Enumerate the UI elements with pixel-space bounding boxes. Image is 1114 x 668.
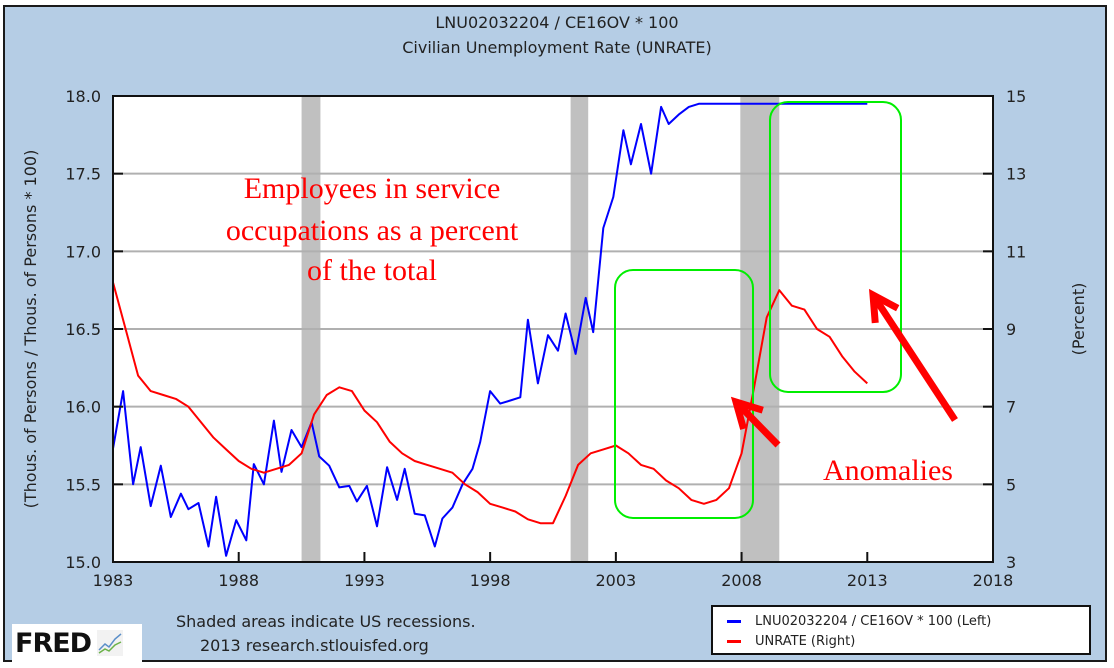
fred-logo-text: FRED — [15, 627, 92, 659]
x-tick-label: 2013 — [847, 571, 888, 590]
legend-item-right-series: UNRATE (Right) — [727, 634, 855, 649]
y-axis-label-left: (Thous. of Persons / Thous. of Persons *… — [21, 150, 40, 509]
x-tick-label: 2008 — [721, 571, 762, 590]
chart-title: LNU02032204 / CE16OV * 100 — [435, 13, 679, 32]
y-tick-label-right: 11 — [1006, 242, 1026, 261]
chart-trend-icon — [97, 630, 124, 656]
y-tick-label-right: 5 — [1006, 475, 1016, 494]
chart-subtitle: Civilian Unemployment Rate (UNRATE) — [402, 38, 712, 57]
recession-note: Shaded areas indicate US recessions. — [176, 612, 476, 631]
highlight-box-2009-2013 — [769, 101, 902, 393]
y-tick-label-right: 13 — [1006, 165, 1026, 184]
legend: LNU02032204 / CE16OV * 100 (Left) UNRATE… — [711, 605, 1091, 655]
x-tick-label: 1988 — [218, 571, 259, 590]
y-tick-label-left: 17.5 — [65, 165, 101, 184]
y-tick-label-left: 16.5 — [65, 320, 101, 339]
y-tick-label-left: 16.0 — [65, 398, 101, 417]
legend-label: LNU02032204 / CE16OV * 100 (Left) — [755, 614, 992, 629]
plot-border — [112, 95, 994, 563]
arrow-shaft — [733, 399, 781, 448]
y-tick-label-left: 15.5 — [65, 475, 101, 494]
x-tick-label: 1998 — [470, 571, 511, 590]
legend-swatch-blue — [727, 620, 741, 623]
y-tick-label-left: 17.0 — [65, 242, 101, 261]
arrow-shaft — [870, 293, 958, 422]
x-tick-label: 2003 — [595, 571, 636, 590]
annotation-service-label: occupations as a percent — [226, 214, 519, 247]
highlight-box-2003-2008 — [614, 269, 754, 519]
y-tick-label-right: 15 — [1006, 87, 1026, 106]
fred-logo[interactable]: FRED — [12, 624, 142, 662]
y-tick-label-right: 3 — [1006, 553, 1016, 572]
y-tick-label-left: 15.0 — [65, 553, 101, 572]
x-tick-label: 1983 — [93, 571, 134, 590]
annotation-service-label: of the total — [307, 254, 437, 287]
y-axis-label-right: (Percent) — [1069, 283, 1088, 356]
arrow-head — [730, 396, 764, 430]
source-text[interactable]: 2013 research.stlouisfed.org — [200, 636, 429, 655]
legend-item-left-series: LNU02032204 / CE16OV * 100 (Left) — [727, 614, 991, 629]
arrow-icon — [868, 288, 958, 422]
y-tick-label-right: 7 — [1006, 398, 1016, 417]
y-tick-label-left: 18.0 — [65, 87, 101, 106]
arrow-head — [868, 288, 900, 324]
x-tick-label: 2018 — [973, 571, 1014, 590]
x-tick-label: 1993 — [344, 571, 385, 590]
annotation-service-label: Employees in service — [244, 172, 501, 205]
y-tick-label-right: 9 — [1006, 320, 1016, 339]
legend-label: UNRATE (Right) — [755, 634, 856, 649]
arrow-icon — [730, 396, 781, 448]
legend-swatch-red — [727, 640, 741, 643]
annotation-anomalies: Anomalies — [823, 454, 953, 487]
